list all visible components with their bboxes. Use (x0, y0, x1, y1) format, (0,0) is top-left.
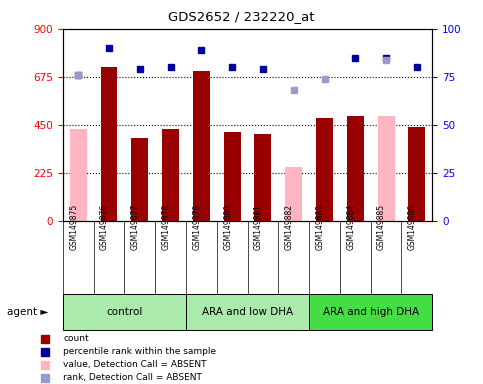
Bar (309, 294, 432, 330)
Text: control: control (106, 307, 142, 317)
Text: GSM149879: GSM149879 (192, 204, 201, 250)
Bar (70, 129, 86, 221)
Text: GDS2652 / 232220_at: GDS2652 / 232220_at (168, 10, 315, 23)
Bar (193, 71, 210, 221)
Text: ARA and high DHA: ARA and high DHA (323, 307, 419, 317)
Text: GSM149876: GSM149876 (100, 204, 109, 250)
Text: agent ►: agent ► (7, 307, 49, 317)
Text: percentile rank within the sample: percentile rank within the sample (63, 347, 216, 356)
Text: GSM149885: GSM149885 (377, 204, 386, 250)
Text: GSM149878: GSM149878 (161, 204, 170, 250)
Bar (378, 116, 395, 221)
Bar (224, 132, 241, 221)
Text: GSM149886: GSM149886 (408, 204, 417, 250)
Bar (285, 167, 302, 221)
Bar (316, 118, 333, 221)
Text: GSM149881: GSM149881 (254, 204, 263, 250)
Bar (347, 116, 364, 221)
Bar (63, 294, 186, 330)
Text: ARA and low DHA: ARA and low DHA (202, 307, 293, 317)
Text: value, Detection Call = ABSENT: value, Detection Call = ABSENT (63, 360, 207, 369)
Text: count: count (63, 334, 89, 343)
Text: GSM149882: GSM149882 (284, 204, 294, 250)
Text: GSM149877: GSM149877 (131, 204, 140, 250)
Text: GSM149883: GSM149883 (315, 204, 325, 250)
Text: GSM149875: GSM149875 (69, 204, 78, 250)
Bar (162, 129, 179, 221)
Bar (255, 134, 271, 221)
Text: rank, Detection Call = ABSENT: rank, Detection Call = ABSENT (63, 373, 202, 382)
Bar (100, 67, 117, 221)
Bar (409, 127, 426, 221)
Text: GSM149880: GSM149880 (223, 204, 232, 250)
Text: GSM149884: GSM149884 (346, 204, 355, 250)
Bar (131, 137, 148, 221)
Bar (186, 294, 309, 330)
